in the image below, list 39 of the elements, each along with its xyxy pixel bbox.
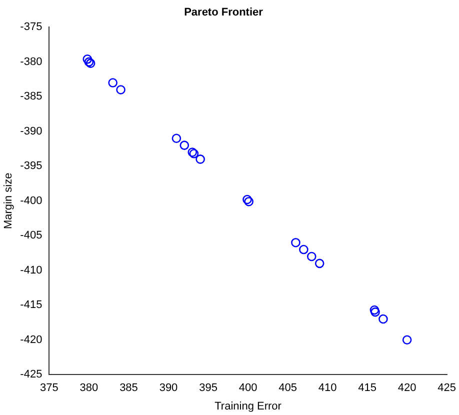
- x-tick-label: 405: [278, 382, 297, 394]
- x-tick-label: 375: [40, 382, 58, 394]
- point: [299, 244, 308, 254]
- x-tick-label: 425: [438, 382, 456, 394]
- point: [196, 154, 205, 164]
- point: [314, 258, 324, 268]
- point: [108, 78, 118, 88]
- x-tick-label: 395: [199, 382, 218, 394]
- chart-title: Pareto Frontier: [184, 6, 264, 19]
- y-tick-label: -395: [20, 160, 42, 172]
- y-tick-label: -415: [20, 299, 42, 312]
- y-tick-label: -375: [20, 21, 42, 34]
- point: [291, 238, 300, 248]
- y-tick-label: -425: [20, 368, 42, 381]
- point: [378, 314, 388, 324]
- y-tick-label: -410: [20, 264, 42, 276]
- y-axis-title: Margin size: [2, 172, 15, 230]
- x-tick-label: 410: [318, 382, 337, 394]
- y-tick-label: -380: [20, 56, 42, 68]
- point: [402, 335, 412, 345]
- point: [172, 134, 182, 144]
- point: [244, 196, 254, 206]
- point: [306, 252, 316, 262]
- y-tick-label: -405: [20, 230, 42, 242]
- point: [82, 54, 92, 64]
- x-tick-label: 385: [120, 382, 138, 394]
- x-tick-label: 380: [80, 382, 98, 394]
- y-tick-label: -400: [20, 194, 42, 207]
- point: [180, 140, 190, 150]
- y-tick-label: -385: [20, 90, 42, 103]
- x-axis-title: Training Error: [214, 400, 282, 412]
- x-tick-label: 390: [159, 382, 178, 394]
- x-tick-label: 420: [398, 382, 416, 394]
- y-tick-label: -390: [20, 125, 42, 138]
- x-tick-label: 400: [238, 382, 258, 394]
- x-tick-label: 415: [358, 382, 376, 394]
- y-tick-label: -420: [20, 334, 42, 346]
- point: [242, 194, 252, 204]
- point: [116, 85, 126, 94]
